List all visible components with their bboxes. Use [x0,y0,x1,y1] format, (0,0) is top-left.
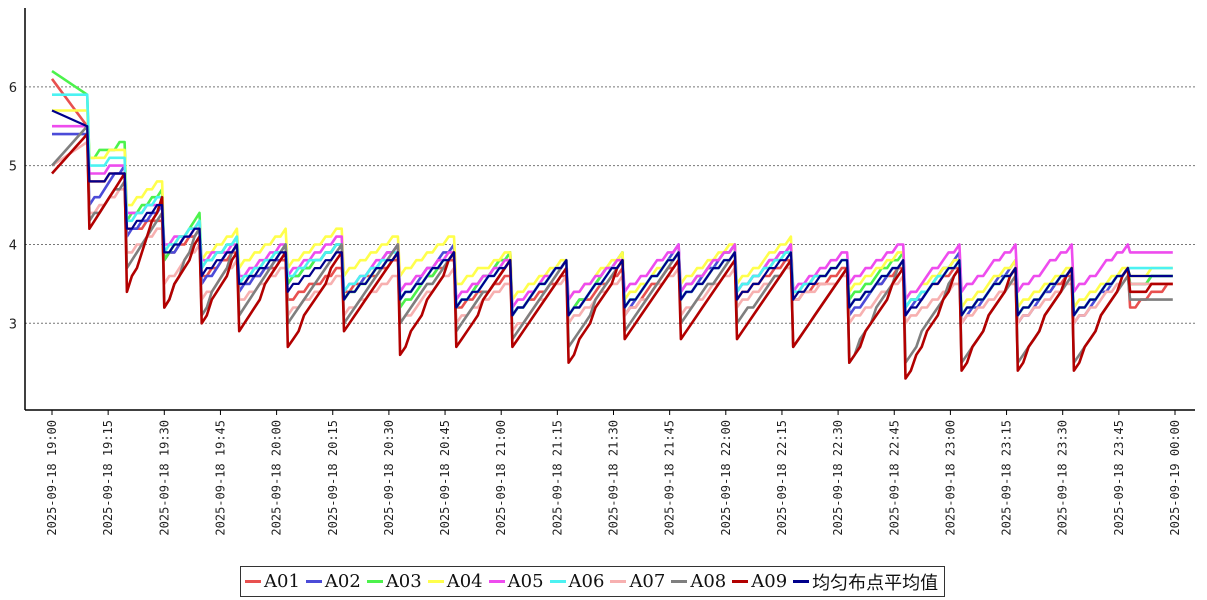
legend-label: A07 [629,571,666,592]
x-tick-label: 2025-09-18 20:30 [382,420,396,536]
legend-item: A09 [732,571,787,592]
x-tick-label: 2025-09-18 21:00 [494,420,508,536]
x-tick-label: 2025-09-18 21:30 [607,420,621,536]
legend-item: A08 [671,571,726,592]
series-line-a07 [51,140,1173,333]
legend-item: A03 [366,571,422,592]
legend-swatch [366,580,383,583]
series-line-a02 [52,132,1173,325]
legend-swatch [427,580,444,583]
legend-swatch [610,580,627,583]
series-line-a04 [52,109,1173,309]
legend-label: A05 [507,571,544,592]
x-tick-label: 2025-09-18 23:30 [1056,420,1070,536]
x-tick-label: 2025-09-18 22:15 [775,420,789,536]
y-tick-label: 5 [9,160,17,175]
legend-label: A02 [324,571,361,592]
legend-swatch [732,580,749,583]
series-line-a09 [51,132,1173,380]
x-tick-label: 2025-09-18 19:15 [101,420,115,536]
x-tick-label: 2025-09-19 00:00 [1168,420,1182,536]
legend-item: A02 [305,571,361,592]
legend-item: A05 [488,571,544,592]
legend-swatch [245,580,261,583]
axes [24,8,1195,411]
x-tick-label: 2025-09-18 20:45 [438,420,452,536]
y-tick-label: 4 [9,238,17,253]
legend-label: A08 [690,571,727,592]
legend: A01 A02 A03 A04 A05 A06 A07 A08 A09 均匀布点平均值 [240,566,946,597]
x-tick-label: 2025-09-18 22:30 [831,420,845,536]
series-line-avg [51,109,1173,317]
legend-label: A03 [385,571,422,592]
x-tick-label: 2025-09-18 21:45 [663,420,677,536]
legend-label: A09 [751,571,788,592]
legend-item: A01 [245,571,300,592]
legend-swatch [305,580,322,583]
x-tick-label: 2025-09-18 22:00 [719,420,733,536]
grid-lines [25,86,1195,324]
x-tick-label: 2025-09-18 23:00 [943,420,957,536]
legend-swatch [549,580,566,583]
y-axis-ticks: 3 4 5 6 [9,81,17,332]
x-axis-ticks: 2025-09-18 19:00 2025-09-18 19:15 2025-09-… [45,410,1182,536]
x-tick-label: 2025-09-18 22:45 [887,420,901,536]
x-tick-label: 2025-09-18 21:15 [550,420,564,536]
legend-item: 均匀布点平均值 [793,569,938,595]
series-line-a05 [52,124,1173,309]
series-lines [50,70,1173,380]
x-tick-label: 2025-09-18 20:00 [270,420,284,536]
legend-label: A06 [568,571,605,592]
legend-label: 均匀布点平均值 [812,572,939,594]
x-tick-label: 2025-09-18 23:15 [1000,420,1014,536]
legend-swatch [488,580,505,583]
x-tick-label: 2025-09-18 23:45 [1112,420,1126,536]
x-tick-label: 2025-09-18 20:15 [326,420,340,536]
x-tick-label: 2025-09-18 19:45 [213,420,227,536]
legend-label: A01 [264,571,300,592]
legend-item: A06 [549,571,605,592]
legend-item: A07 [610,571,665,592]
legend-swatch [671,580,688,583]
y-tick-label: 3 [9,317,17,332]
legend-swatch [793,580,810,583]
legend-label: A04 [446,571,483,592]
y-tick-label: 6 [9,81,17,96]
legend-item: A04 [427,571,483,592]
x-tick-label: 2025-09-18 19:30 [157,420,171,536]
x-tick-label: 2025-09-18 19:00 [45,420,59,536]
